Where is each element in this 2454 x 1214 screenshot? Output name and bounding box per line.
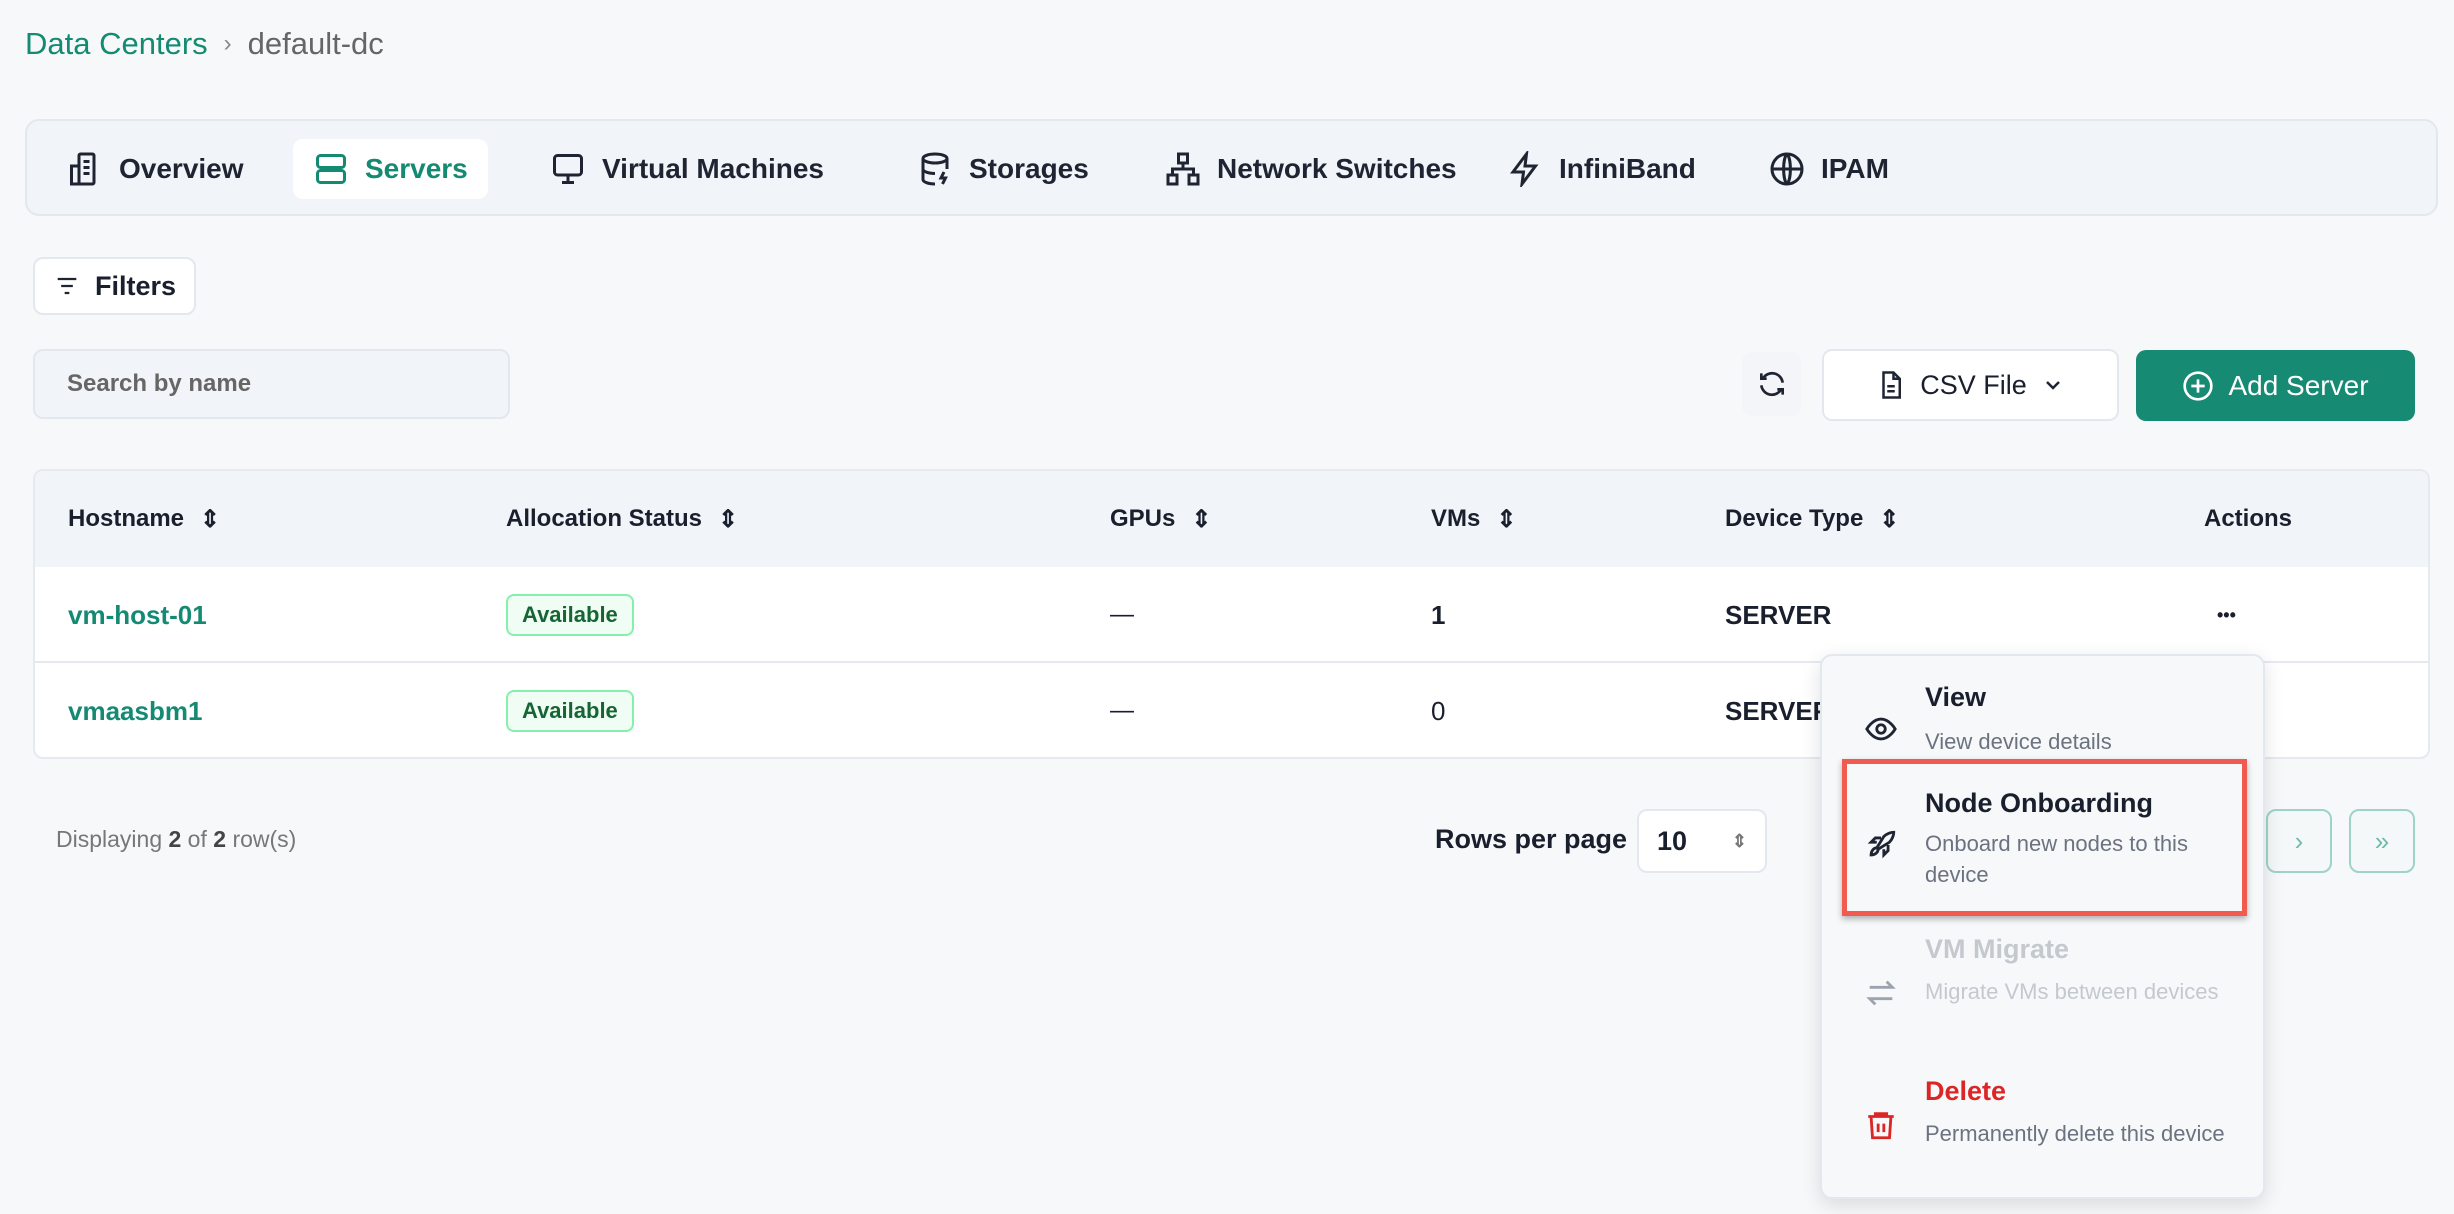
status-badge: Available [506,690,634,732]
filter-icon [57,277,77,295]
rows-per-page-label: Rows per page [1435,824,1628,854]
column-hostname[interactable]: Hostname ⇕ [68,499,220,539]
column-label: GPUs [1110,505,1176,532]
rows-per-page-value: 10 [1657,825,1688,856]
column-label: Device Type [1725,505,1864,532]
actions-menu: View View device details Node Onboarding… [1820,654,2265,1199]
menu-item-delete[interactable]: Delete Permanently delete this device [1822,1066,2263,1196]
lightning-icon [1510,151,1539,187]
tab-label: Storages [969,153,1089,184]
sort-icon: ⇕ [1496,505,1517,533]
eye-icon [1865,717,1897,741]
server-icon [316,154,346,184]
menu-item-view[interactable]: View View device details [1822,676,2263,776]
building-icon [70,152,96,186]
tab-overview[interactable]: Overview [47,139,264,199]
menu-item-desc: Onboard new nodes to this device [1925,831,2188,887]
row-divider [35,661,2428,663]
servers-table: Hostname ⇕ Allocation Status ⇕ GPUs ⇕ VMs ⇕ … [33,469,2430,759]
sort-icon: ⇕ [1191,505,1212,533]
column-gpus[interactable]: GPUs ⇕ [1110,499,1211,539]
column-allocation-status[interactable]: Allocation Status ⇕ [506,499,738,539]
file-icon [1882,371,1902,399]
table-header [35,471,2428,567]
csv-file-dropdown[interactable]: CSV File [1822,349,2119,421]
more-actions-button[interactable]: ••• [2217,604,2236,625]
breadcrumb-current: default-dc [247,26,384,61]
network-icon [1166,152,1200,186]
search-input[interactable]: Search by name [33,349,510,419]
tab-label: Network Switches [1217,153,1457,184]
gpus-value: — [1110,697,1134,724]
tab-bar: Overview Servers Virtual Machines Storag… [25,119,2438,216]
menu-item-desc: View device details [1925,729,2112,754]
tab-virtual-machines[interactable]: Virtual Machines [530,139,844,199]
column-label: VMs [1431,505,1481,532]
sort-icon: ⇕ [200,505,221,533]
arrows-swap-icon [1866,980,1896,1006]
hostname-link[interactable]: vmaasbm1 [68,695,203,726]
rocket-icon [1867,830,1896,859]
column-device-type[interactable]: Device Type ⇕ [1725,499,1899,539]
tab-label: Servers [365,153,468,184]
trash-icon [1868,1112,1894,1140]
column-label: Allocation Status [506,505,703,532]
add-server-label: Add Server [2228,369,2369,401]
tab-ipam[interactable]: IPAM [1749,139,1909,199]
tab-label: IPAM [1821,153,1889,184]
tab-label: InfiniBand [1559,153,1696,184]
sort-icon: ⇕ [1879,505,1900,533]
tab-label: Virtual Machines [602,153,825,184]
hostname-link[interactable]: vm-host-01 [68,599,207,630]
last-page-button[interactable]: » [2349,809,2415,873]
menu-item-vm-migrate: VM Migrate Migrate VMs between devices [1822,926,2263,1066]
column-actions: Actions [2204,505,2293,532]
highlight-box [1842,759,2247,916]
refresh-button[interactable] [1742,352,1801,416]
database-icon [921,152,949,186]
menu-item-desc: Permanently delete this device [1925,1121,2225,1146]
menu-item-node-onboarding[interactable]: Node Onboarding Onboard new nodes to thi… [1822,776,2263,926]
csv-label: CSV File [1920,369,2027,400]
breadcrumb: Data Centers › default-dc [25,26,384,62]
row-count: Displaying 2 of 2 row(s) [56,826,297,852]
refresh-icon [1759,371,1784,397]
filters-label: Filters [94,270,177,301]
device-type-value: SERVER [1725,599,1832,630]
device-type-value: SERVER [1725,695,1832,726]
filters-button[interactable]: Filters [33,257,196,315]
vms-value: 1 [1431,599,1446,630]
rows-per-page-select[interactable]: 10 ⇕ [1637,809,1767,873]
vms-value: 0 [1431,695,1446,726]
gpus-value: — [1110,601,1134,628]
globe-icon [1770,152,1804,186]
tab-infiniband[interactable]: InfiniBand [1487,139,1716,199]
chevron-down-icon [2045,381,2060,390]
menu-item-title: Node Onboarding [1925,788,2153,818]
sort-icon: ⇕ [718,505,739,533]
breadcrumb-separator: › [223,30,232,57]
add-server-button[interactable]: Add Server [2136,350,2415,421]
chevron-updown-icon: ⇕ [1731,830,1747,851]
menu-item-desc: Migrate VMs between devices [1925,979,2219,1004]
plus-circle-icon [2183,370,2214,401]
tab-network-switches[interactable]: Network Switches [1145,139,1477,199]
menu-item-title: Delete [1925,1076,2007,1106]
tab-servers[interactable]: Servers [293,139,488,199]
tab-label: Overview [119,153,244,184]
status-badge: Available [506,594,634,636]
menu-item-title: VM Migrate [1925,934,2070,964]
monitor-icon [553,154,583,184]
next-page-button[interactable]: › [2266,809,2332,873]
breadcrumb-data-centers[interactable]: Data Centers [25,26,208,61]
column-label: Hostname [68,505,185,532]
tab-storages[interactable]: Storages [897,139,1109,199]
column-vms[interactable]: VMs ⇕ [1431,499,1516,539]
menu-item-title: View [1925,682,1987,712]
